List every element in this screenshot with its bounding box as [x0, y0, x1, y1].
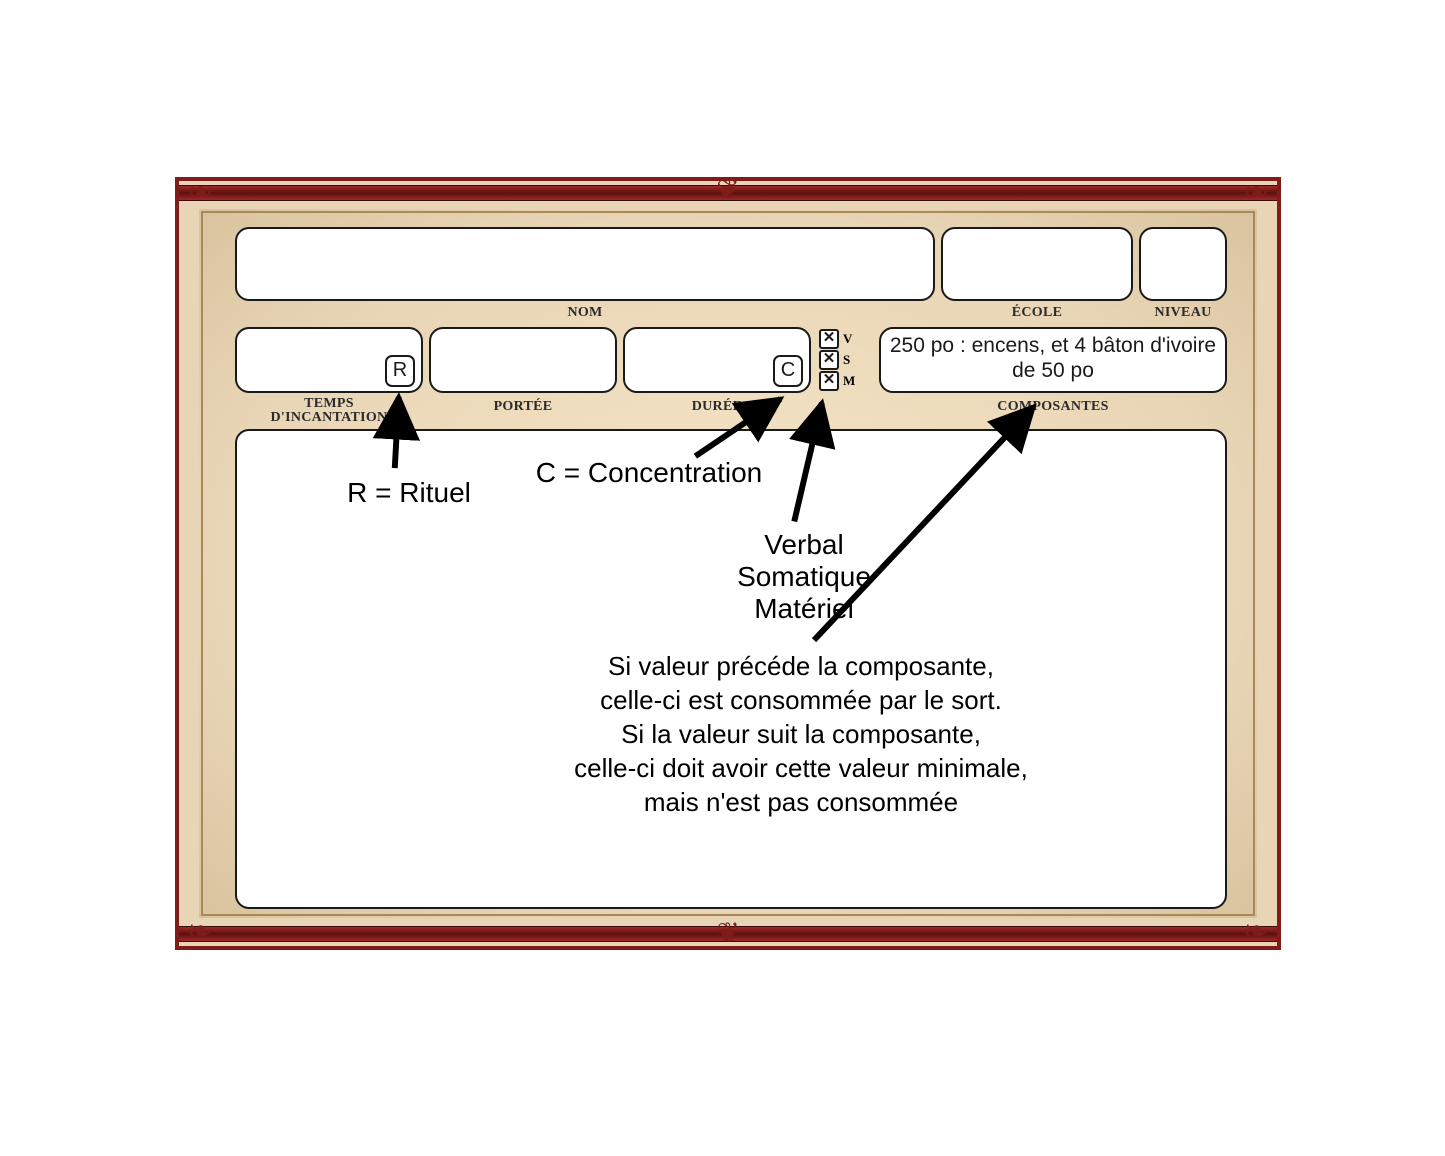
label-niveau: NIVEAU	[1139, 305, 1227, 321]
vsm-checkboxes: ✕ V ✕ S ✕ M	[819, 327, 879, 393]
badge-rituel: R	[385, 355, 415, 387]
card-frame: ❧ ❧ ❧ ❧ ❦ ❦ NOM ÉCOLE NIVEAU R TEMPS D'I…	[175, 177, 1281, 950]
checkbox-s-icon[interactable]: ✕	[819, 350, 839, 370]
field-nom[interactable]	[235, 227, 935, 301]
field-temps-incantation[interactable]: R	[235, 327, 423, 393]
label-duree: DURÉE	[623, 399, 811, 415]
field-portee[interactable]	[429, 327, 617, 393]
label-portee: PORTÉE	[429, 399, 617, 415]
label-s: S	[843, 352, 850, 368]
checkbox-v-icon[interactable]: ✕	[819, 329, 839, 349]
field-description[interactable]	[235, 429, 1227, 909]
label-v: V	[843, 331, 852, 347]
badge-concentration: C	[773, 355, 803, 387]
ornament-bar-top	[179, 185, 1277, 201]
spell-card: ❧ ❧ ❧ ❧ ❦ ❦ NOM ÉCOLE NIVEAU R TEMPS D'I…	[175, 177, 1281, 950]
label-nom: NOM	[235, 305, 935, 321]
field-composantes[interactable]: 250 po : encens, et 4 bâton d'ivoire de …	[879, 327, 1227, 393]
field-ecole[interactable]	[941, 227, 1133, 301]
label-temps: TEMPS D'INCANTATION	[219, 397, 439, 425]
ornament-bar-bottom	[179, 926, 1277, 942]
label-ecole: ÉCOLE	[941, 305, 1133, 321]
checkbox-m-icon[interactable]: ✕	[819, 371, 839, 391]
composantes-text: 250 po : encens, et 4 bâton d'ivoire de …	[887, 333, 1219, 387]
label-m: M	[843, 373, 855, 389]
label-composantes: COMPOSANTES	[879, 399, 1227, 415]
parchment-area: NOM ÉCOLE NIVEAU R TEMPS D'INCANTATION P…	[199, 209, 1257, 918]
field-duree[interactable]: C	[623, 327, 811, 393]
field-niveau[interactable]	[1139, 227, 1227, 301]
